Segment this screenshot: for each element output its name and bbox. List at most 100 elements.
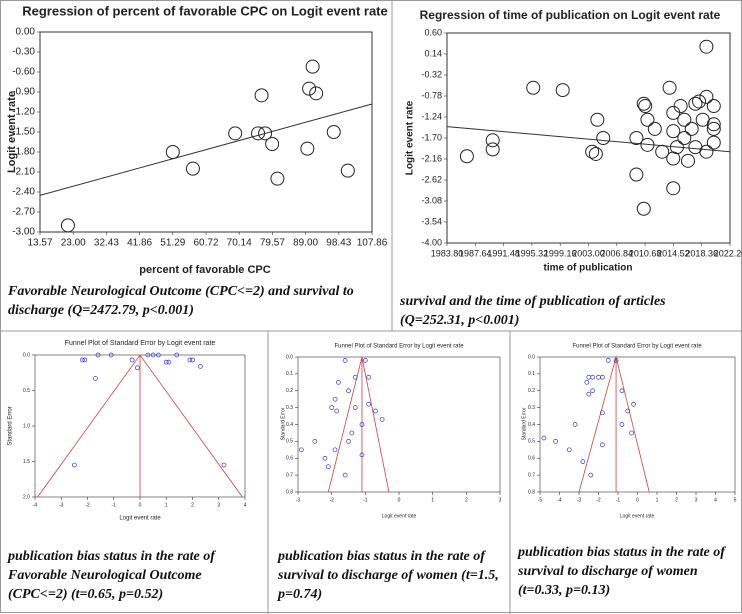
y-tick-label: 0.8 (528, 489, 535, 495)
data-point (590, 388, 596, 394)
data-point (619, 388, 625, 394)
data-point (174, 352, 180, 358)
data-point (185, 161, 200, 176)
caption: survival and the time of publication of … (400, 294, 666, 328)
x-tick-label: 2014.52 (657, 248, 690, 258)
x-tick-label: 5 (734, 497, 737, 503)
data-point (346, 439, 351, 444)
x-tick-label: 4 (714, 497, 717, 503)
y-tick-label: -2.62 (421, 174, 442, 184)
y-tick-label: -0.78 (421, 90, 442, 100)
x-tick-label: 70.14 (227, 238, 252, 249)
x-tick-label: -4 (33, 502, 38, 508)
data-point (526, 80, 541, 95)
y-tick-label: -0.32 (421, 69, 442, 79)
x-tick-label: 1 (165, 502, 168, 508)
data-point (638, 99, 653, 114)
regression-line (39, 103, 373, 196)
y-tick-label: -2.16 (421, 153, 442, 163)
y-tick-label: -0.30 (12, 47, 35, 58)
data-point (596, 131, 611, 145)
x-tick-label: 2022.20 (714, 248, 742, 258)
x-tick-label: -1 (112, 502, 117, 508)
data-point (93, 376, 98, 381)
x-tick-label: 4 (244, 502, 247, 508)
data-point (677, 131, 692, 145)
x-tick-label: 2 (465, 497, 468, 503)
x-axis-label: Logit event rate (119, 516, 161, 522)
data-point (329, 405, 335, 410)
data-point (340, 163, 355, 178)
data-point (221, 462, 227, 468)
data-point (625, 408, 631, 414)
data-point (699, 89, 714, 104)
x-tick-label: -3 (577, 497, 582, 503)
data-point (312, 439, 318, 444)
data-point (688, 96, 703, 111)
x-tick-label: 23.00 (61, 238, 86, 249)
data-point (334, 408, 340, 414)
data-point (373, 408, 378, 414)
data-point (265, 137, 280, 151)
data-point (636, 201, 651, 216)
x-tick-label: 3 (499, 497, 502, 503)
y-tick-label: -4.00 (421, 237, 442, 247)
funnel-line (578, 355, 650, 493)
data-point (129, 357, 135, 363)
data-point (187, 357, 193, 363)
y-tick-label: 1.0 (23, 423, 30, 429)
y-tick-label: -2.70 (12, 207, 35, 218)
y-tick-label: -1.50 (12, 127, 35, 138)
data-point (254, 88, 269, 103)
x-tick-label: -2 (329, 497, 334, 503)
y-tick-label: 0.3 (528, 405, 535, 411)
y-axis-label: Logit event rate (405, 100, 416, 175)
data-point (629, 430, 635, 436)
data-point (485, 142, 500, 157)
y-tick-label: 0.2 (528, 388, 535, 394)
data-point (706, 135, 721, 150)
y-tick-label: -1.20 (12, 107, 35, 118)
x-tick-label: -2 (596, 497, 601, 503)
data-point (588, 472, 594, 478)
x-tick-label: -2 (85, 502, 90, 508)
data-point (352, 374, 358, 380)
x-tick-label: 2018.36 (685, 248, 718, 258)
data-point (680, 153, 695, 168)
x-tick-label: 107.86 (357, 238, 388, 249)
data-point (677, 112, 692, 127)
data-point (600, 442, 605, 448)
data-point (166, 359, 172, 365)
data-point (299, 447, 304, 453)
data-point (82, 357, 88, 363)
y-tick-label: 0.0 (286, 354, 293, 360)
y-tick-label: -2.10 (12, 167, 35, 178)
data-point (251, 126, 266, 141)
chart-title: Funnel Plot of Standard Error by Logit e… (572, 344, 702, 350)
y-tick-label: -2.40 (12, 187, 35, 198)
x-tick-label: 79.57 (260, 238, 285, 249)
x-tick-label: 1995.32 (516, 248, 549, 258)
x-tick-label: -4 (557, 497, 562, 503)
x-tick-label: 13.57 (27, 238, 52, 249)
data-point (366, 374, 372, 380)
y-tick-label: -1.24 (421, 111, 442, 121)
x-axis-label: Logit event rate (382, 513, 417, 519)
x-tick-label: 60.72 (194, 238, 219, 249)
y-tick-label: -3.54 (421, 216, 442, 226)
chart-title: Funnel Plot of Standard Error by Logit e… (65, 340, 216, 347)
x-tick-label: 0 (139, 502, 142, 508)
data-point (342, 358, 348, 363)
data-point (322, 455, 328, 461)
data-point (629, 167, 644, 182)
y-tick-label: 0.5 (528, 439, 535, 445)
chart-title: Funnel Plot of Standard Error by Logit e… (334, 344, 464, 350)
y-tick-label: 0.8 (286, 489, 293, 495)
data-point (108, 352, 114, 358)
x-tick-label: 41.86 (127, 238, 152, 249)
data-point (566, 447, 572, 453)
y-tick-label: 1.5 (23, 459, 30, 465)
x-tick-label: -3 (296, 497, 301, 503)
